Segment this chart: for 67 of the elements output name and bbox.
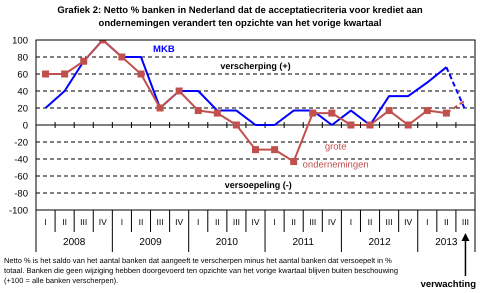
- x-tick-label: III: [309, 217, 316, 228]
- x-tick-label: IV: [98, 217, 108, 228]
- x-tick-label: II: [214, 217, 220, 228]
- point: [386, 107, 393, 114]
- x-tick-label: I: [273, 217, 276, 228]
- point: [309, 110, 316, 117]
- x-tick-label: II: [444, 217, 449, 228]
- y-tick-label: -20: [14, 137, 28, 148]
- x-tick-label: III: [80, 217, 88, 228]
- x-tick-label: III: [232, 217, 240, 228]
- x-tick-label: IV: [328, 217, 336, 228]
- x-tick-label: II: [138, 217, 144, 228]
- point: [347, 122, 354, 128]
- text: 2010: [216, 237, 238, 248]
- x-tick-label: II: [62, 217, 67, 228]
- point: [442, 110, 450, 117]
- point: [176, 88, 183, 94]
- point: [271, 146, 278, 154]
- point: [366, 122, 374, 128]
- x-tick-label: III: [156, 217, 164, 228]
- x-tick-label: I: [197, 217, 200, 228]
- y-tick-label: 80: [17, 52, 28, 64]
- y-tick-label: 0: [22, 120, 28, 132]
- point: [137, 70, 144, 78]
- text: 2011: [292, 237, 314, 248]
- y-tick-label: 60: [17, 69, 28, 80]
- y-tick-label: -40: [14, 154, 28, 166]
- chart-title: Grafiek 2: Netto % banken in Nederland dat de acceptatiecriteria voor krediet aan ondernemingen verandert ten opzichte van het vorige kwartaal: [56, 4, 424, 30]
- point: [156, 104, 164, 112]
- point: [252, 146, 259, 154]
- x-tick-label: I: [120, 217, 124, 228]
- text: verwachting: [420, 279, 476, 290]
- x-tick-label: II: [291, 217, 296, 228]
- y-tick-label: 20: [17, 103, 28, 114]
- x-tick-label: II: [368, 217, 372, 228]
- series-label: grote ondernemingen: [302, 142, 369, 171]
- x-tick-label: I: [426, 217, 428, 228]
- text: 2008: [63, 237, 86, 248]
- y-tick-label: 100: [12, 35, 28, 46]
- point: [328, 110, 336, 117]
- y-tick-label: 40: [17, 86, 28, 98]
- annotation: verscherping (+): [220, 60, 291, 71]
- point: [61, 70, 68, 78]
- x-tick-label: IV: [175, 217, 184, 228]
- annotation: versoepeling (-): [224, 180, 292, 190]
- y-tick-label: -100: [8, 205, 28, 216]
- y-tick-label: -60: [14, 171, 28, 182]
- text: 2009: [139, 237, 162, 248]
- point: [80, 58, 88, 65]
- point: [214, 110, 221, 117]
- text: 2013: [435, 237, 458, 248]
- point: [194, 107, 202, 114]
- x-tick-label: IV: [404, 217, 413, 228]
- point: [232, 122, 240, 128]
- point: [290, 158, 298, 166]
- point: [424, 107, 431, 114]
- x-tick-label: IV: [251, 217, 260, 228]
- text: 2012: [368, 237, 392, 248]
- x-tick-label: III: [462, 217, 470, 228]
- point: [118, 54, 126, 60]
- series-label: MKB: [153, 44, 175, 55]
- y-tick-label: -80: [14, 188, 28, 200]
- x-tick-label: III: [386, 217, 393, 228]
- point: [42, 70, 50, 78]
- x-tick-label: I: [44, 217, 47, 228]
- point: [404, 122, 412, 128]
- x-tick-label: I: [350, 217, 352, 228]
